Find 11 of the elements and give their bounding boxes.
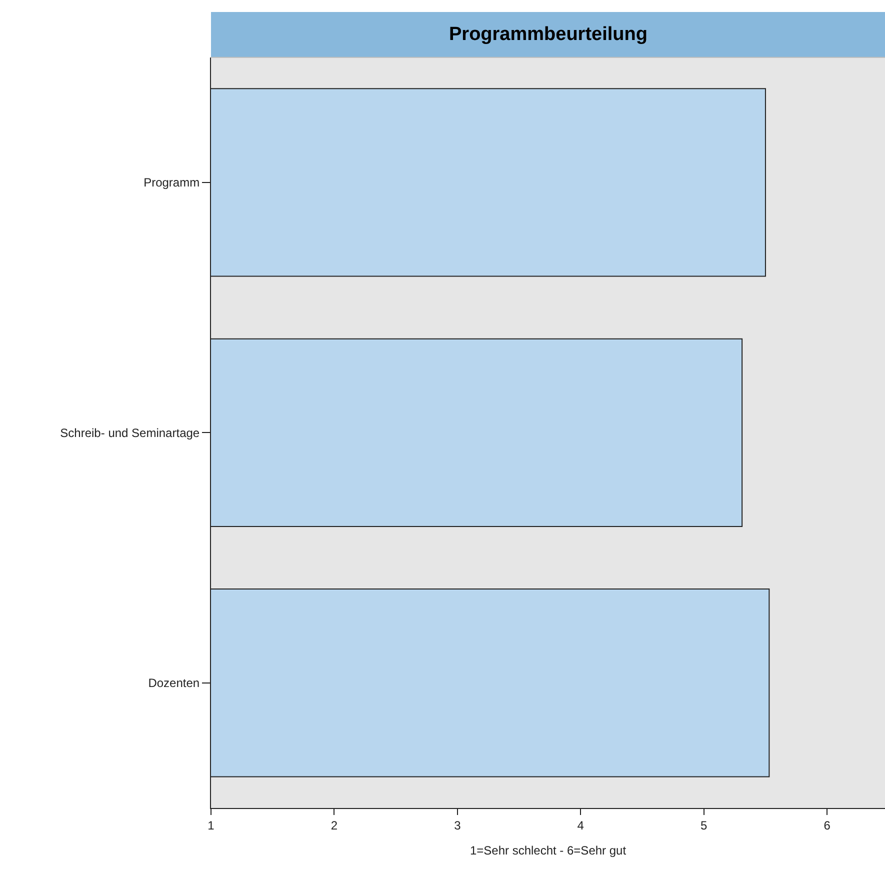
x-tick-label: 4 — [577, 818, 584, 832]
y-tick-label: Schreib- und Seminartage — [60, 426, 200, 440]
x-tick-label: 2 — [330, 818, 338, 832]
y-tick-label: Dozenten — [148, 676, 200, 690]
x-tick-label: 3 — [454, 818, 462, 832]
x-tick-label: 1 — [208, 818, 215, 832]
x-tick-label: 5 — [700, 818, 708, 832]
x-axis-title: 1=Sehr schlecht - 6=Sehr gut — [470, 843, 627, 858]
y-tick-label: Programm — [144, 176, 200, 190]
chart-title: Programmbeurteilung — [449, 24, 648, 45]
x-tick-label: 6 — [824, 818, 831, 832]
